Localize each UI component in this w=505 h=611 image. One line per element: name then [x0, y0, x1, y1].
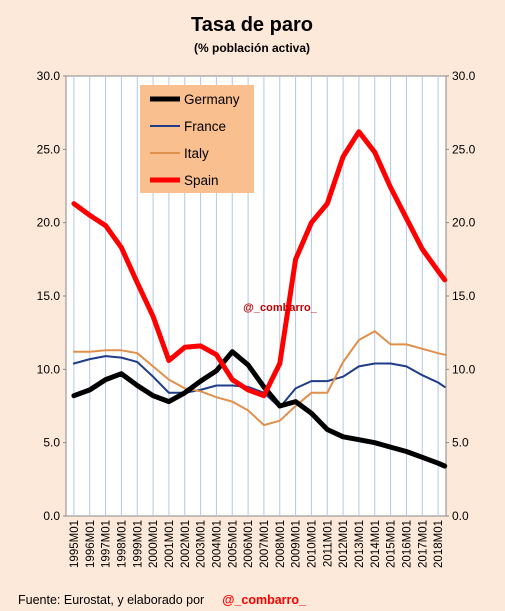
y-tick-label-right: 25.0	[452, 142, 476, 156]
x-tick-label: 2002M01	[180, 520, 192, 568]
x-tick-label: 2011M01	[322, 520, 334, 567]
series-line-germany	[71, 349, 448, 469]
x-tick-label: 2001M01	[164, 520, 176, 568]
y-tick-label-right: 0.0	[452, 509, 469, 523]
y-axis-right: 0.0 5.0 10.0 15.0 20.0 25.0 30.0	[446, 69, 476, 523]
x-tick-label: 2006M01	[243, 520, 255, 568]
series-lines	[71, 129, 448, 469]
y-tick-label-right: 30.0	[452, 69, 476, 83]
x-tick-label: 2000M01	[148, 520, 160, 568]
legend-label-italy: Italy	[184, 146, 209, 161]
x-tick-label: 2017M01	[417, 520, 429, 568]
chart-title: Tasa de paro	[191, 14, 313, 36]
x-tick-label: 2007M01	[259, 520, 271, 568]
x-tick-label: 2003M01	[196, 520, 208, 568]
y-tick-label: 5.0	[43, 436, 60, 450]
x-tick-label: 2013M01	[354, 520, 366, 568]
author-handle: @_combarro_	[222, 593, 307, 607]
x-axis: 1995M01 1996M01 1997M01 1998M01 1999M01 2000M…	[69, 520, 445, 568]
y-tick-label-right: 20.0	[452, 216, 476, 230]
y-tick-label-right: 10.0	[452, 362, 476, 376]
x-tick-label: 1997M01	[101, 520, 113, 568]
x-tick-label: 1999M01	[132, 520, 144, 568]
y-tick-label-right: 5.0	[452, 436, 469, 450]
y-tick-label: 20.0	[37, 216, 61, 230]
x-tick-label: 2016M01	[401, 520, 413, 568]
chart-subtitle: (% población activa)	[194, 41, 310, 55]
legend-label-germany: Germany	[184, 92, 240, 107]
legend-label-france: France	[184, 119, 226, 134]
x-tick-label: 2009M01	[291, 520, 303, 568]
legend-label-spain: Spain	[184, 173, 219, 188]
y-tick-label: 0.0	[43, 509, 60, 523]
x-tick-label: 2010M01	[306, 520, 318, 568]
x-tick-label: 2004M01	[211, 520, 223, 568]
x-tick-label: 1995M01	[69, 520, 81, 568]
legend-box	[140, 85, 254, 193]
plot-area	[65, 75, 447, 517]
y-tick-label: 25.0	[37, 142, 61, 156]
legend: Germany France Italy Spain	[140, 85, 254, 193]
x-tick-label: 2018M01	[433, 520, 445, 568]
source-note: Fuente: Eurostat, y elaborado por @_comb…	[18, 591, 307, 608]
series-line-italy	[72, 330, 446, 427]
x-tick-label: 2014M01	[370, 520, 382, 568]
y-tick-label: 30.0	[37, 69, 61, 83]
source-text: Fuente: Eurostat, y elaborado por	[18, 593, 204, 607]
y-tick-label-right: 15.0	[452, 289, 476, 303]
series-line-spain	[71, 129, 448, 399]
x-tick-label: 1996M01	[85, 520, 97, 568]
chart-annotation: @_combarro_	[243, 302, 318, 314]
x-tick-label: 2015M01	[386, 520, 398, 568]
y-tick-label: 10.0	[37, 362, 61, 376]
x-tick-label: 2012M01	[338, 520, 350, 568]
x-tick-label: 1998M01	[116, 520, 128, 568]
y-tick-label: 15.0	[37, 289, 61, 303]
x-tick-label: 2008M01	[275, 520, 287, 568]
y-axis-left: 0.0 5.0 10.0 15.0 20.0 25.0 30.0	[37, 69, 66, 523]
x-tick-label: 2005M01	[227, 520, 239, 568]
